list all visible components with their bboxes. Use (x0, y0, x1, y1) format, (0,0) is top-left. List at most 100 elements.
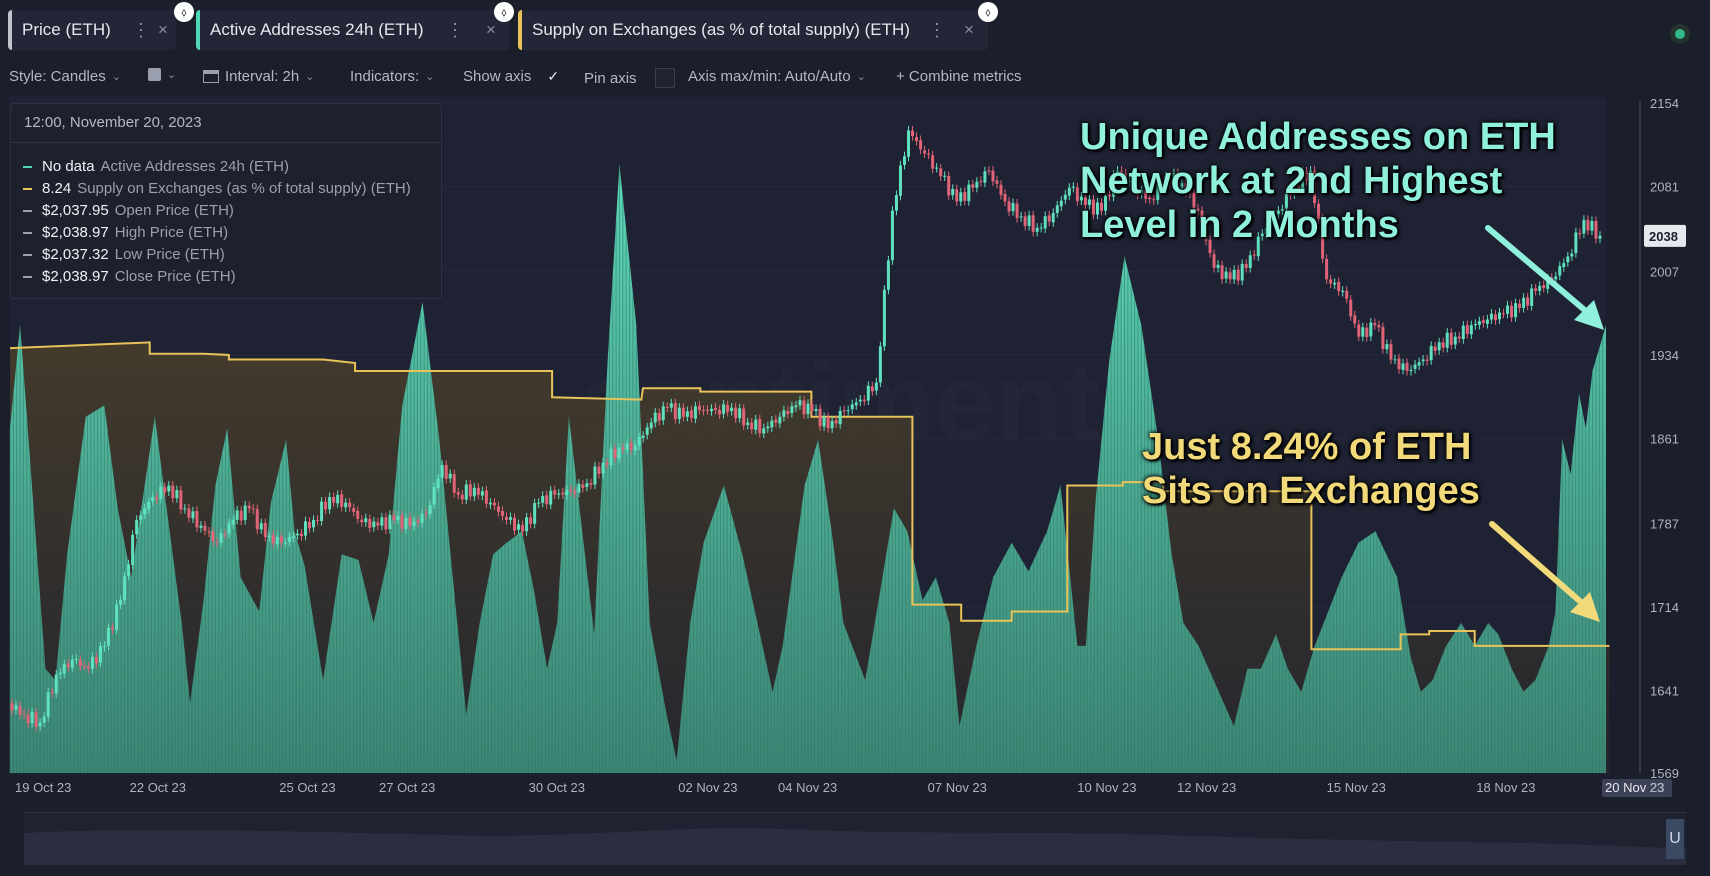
interval-selector[interactable]: Interval: 2h ⌄ (203, 68, 314, 85)
tab-supply-on-exchanges[interactable]: Supply on Exchanges (as % of total suppl… (518, 10, 988, 50)
candle-body (1477, 321, 1481, 325)
pin-axis-toggle[interactable]: Pin axis (584, 68, 675, 88)
eth-chart[interactable]: santiment 215420812007193418611787171416… (0, 92, 1710, 808)
candle-body (30, 711, 34, 724)
candle-body (1180, 183, 1184, 189)
candle-body (1019, 216, 1023, 218)
candle-body (882, 289, 886, 347)
time-tick-label: 10 Nov 23 (1077, 780, 1136, 795)
tab-menu-icon[interactable]: ⋮ (132, 19, 150, 40)
candle-body (78, 659, 82, 667)
style-selector[interactable]: Style: Candles ⌄ (9, 68, 121, 85)
candle-body (1208, 239, 1212, 254)
price-tick-label: 2007 (1650, 264, 1679, 279)
candle-body (1051, 212, 1055, 223)
candle-body (1393, 359, 1397, 361)
candle-body (927, 153, 931, 155)
time-tick-highlight (1602, 779, 1672, 797)
candle-body (38, 722, 42, 727)
candle-body (1457, 336, 1461, 339)
candle-body (947, 175, 951, 196)
axis-maxmin-selector[interactable]: Axis max/min: Auto/Auto ⌄ (688, 68, 866, 85)
tooltip-series-name: Supply on Exchanges (as % of total suppl… (77, 180, 411, 197)
candle-body (1445, 332, 1449, 348)
time-tick-label: 18 Nov 23 (1476, 780, 1535, 795)
tooltip-value: $2,038.97 (42, 224, 109, 241)
candle-body (195, 510, 199, 528)
price-tick-label: 2081 (1650, 180, 1679, 195)
close-icon[interactable]: × (486, 20, 496, 39)
candle-body (1152, 199, 1156, 201)
candle-body (1510, 305, 1514, 318)
candle-body (324, 501, 328, 510)
show-axis-toggle[interactable]: Show axis ✓ (463, 68, 559, 85)
time-tick-label: 07 Nov 23 (928, 780, 987, 795)
candle-body (1405, 362, 1409, 371)
candle-body (1429, 345, 1433, 361)
candle-body (62, 664, 66, 674)
candle-body (1518, 303, 1522, 309)
tab-label: Supply on Exchanges (as % of total suppl… (532, 20, 910, 39)
candle-body (436, 478, 440, 489)
candle-body (822, 417, 826, 427)
tooltip-row: 8.24 Supply on Exchanges (as % of total s… (23, 180, 411, 197)
candle-body (147, 501, 151, 510)
candle-body (484, 490, 488, 504)
candle-body (1373, 323, 1377, 326)
candle-body (1160, 181, 1164, 189)
candle-body (1526, 297, 1530, 306)
candle-body (464, 484, 468, 500)
candle-body (734, 407, 738, 419)
candle-body (1530, 288, 1534, 307)
candle-body (1260, 233, 1264, 237)
close-icon[interactable]: × (158, 20, 168, 39)
tab-menu-icon[interactable]: ⋮ (928, 19, 946, 40)
candle-body (754, 419, 758, 430)
candle-body (127, 564, 131, 576)
tooltip-series-name: Open Price (ETH) (114, 202, 234, 219)
candle-body (931, 155, 935, 169)
indicators-selector[interactable]: Indicators: ⌄ (350, 68, 434, 85)
candle-body (90, 656, 94, 669)
candle-body (175, 490, 179, 499)
active-addresses-area (10, 164, 1606, 774)
color-picker[interactable]: ⌄ (148, 68, 176, 81)
annotation-line: Unique Addresses on ETH (1080, 116, 1556, 158)
candle-body (1039, 227, 1043, 229)
tooltip-series-name: Low Price (ETH) (114, 246, 225, 263)
combine-metrics-button[interactable]: + Combine metrics (896, 68, 1021, 85)
candle-body (738, 408, 742, 419)
close-icon[interactable]: × (964, 20, 974, 39)
checkbox-unchecked (654, 68, 675, 88)
candle-body (271, 535, 275, 544)
candle-body (762, 428, 766, 434)
candle-body (1497, 312, 1501, 320)
range-navigator[interactable]: U (24, 812, 1686, 865)
navigator-handle[interactable]: U (1666, 819, 1684, 859)
tooltip-row: $2,038.97 High Price (ETH) (23, 224, 228, 241)
tab-active-addresses[interactable]: Active Addresses 24h (ETH) ⋮ × (196, 10, 510, 50)
candle-body (1023, 216, 1027, 226)
candle-body (1554, 276, 1558, 280)
tab-menu-icon[interactable]: ⋮ (446, 19, 464, 40)
candle-body (806, 403, 810, 415)
candle-body (472, 487, 476, 497)
candle-body (746, 422, 750, 426)
candle-body (1075, 187, 1079, 202)
tab-price-eth[interactable]: Price (ETH) ⋮ × (8, 10, 176, 50)
candle-body (163, 487, 167, 493)
candle-body (742, 408, 746, 426)
tooltip-row: $2,037.32 Low Price (ETH) (23, 246, 225, 263)
candle-body (645, 427, 649, 435)
candle-body (1461, 325, 1465, 340)
time-tick-label: 02 Nov 23 (678, 780, 737, 795)
candle-body (191, 511, 195, 519)
candle-body (239, 510, 243, 521)
tooltip-value: $2,038.97 (42, 268, 109, 285)
candle-body (50, 691, 54, 694)
time-tick-label: 22 Oct 23 (130, 780, 186, 795)
candle-body (963, 191, 967, 201)
candle-body (332, 496, 336, 503)
candle-body (98, 646, 102, 663)
candle-body (480, 491, 484, 496)
